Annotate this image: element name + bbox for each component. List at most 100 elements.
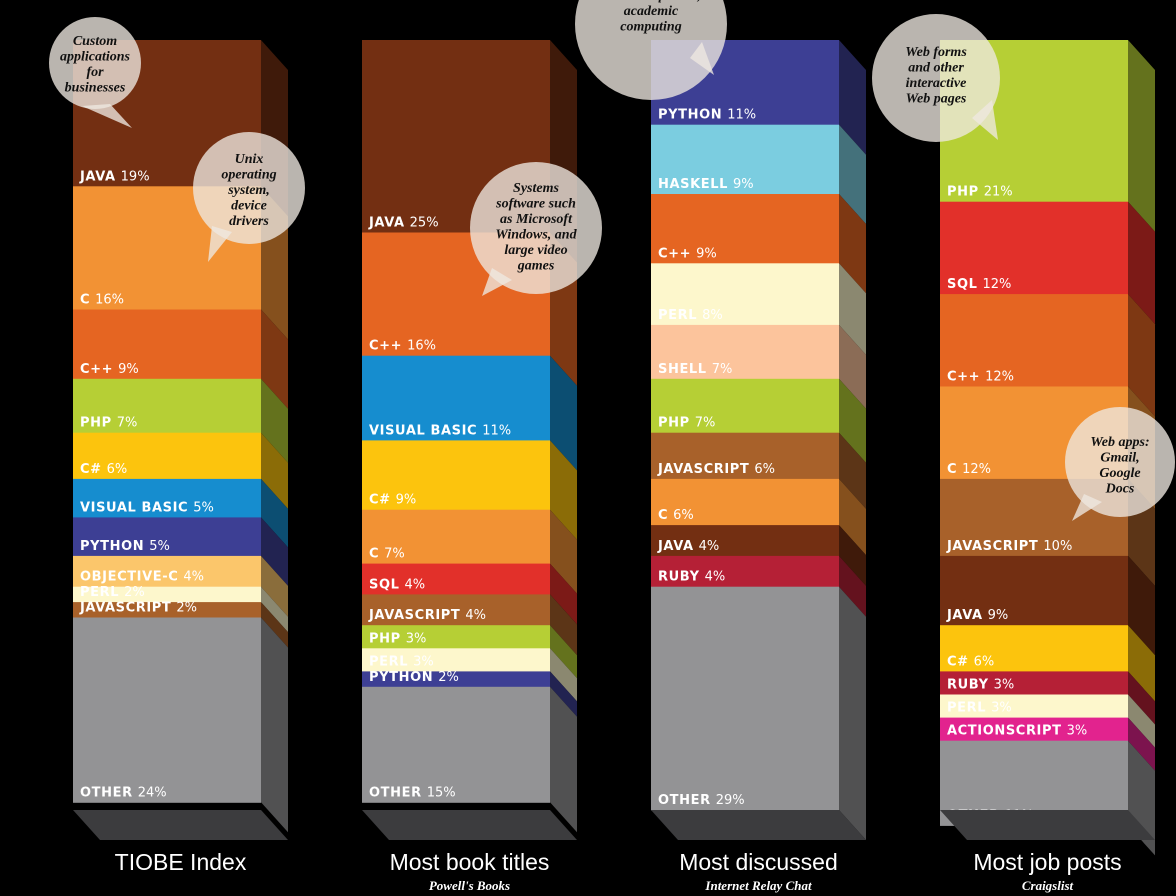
stack-base	[940, 810, 1155, 840]
annotation-line: Gmail,	[1100, 451, 1139, 466]
segment-name: JAVA	[657, 539, 694, 554]
segment-name: VISUAL BASIC	[80, 500, 188, 515]
segment-name: PHP	[658, 416, 690, 431]
segment-label-perl: PERL 3%	[947, 701, 1012, 716]
annotation-line: Custom	[73, 34, 117, 49]
segment-name: C++	[658, 246, 691, 261]
segment-percent: 4%	[405, 577, 426, 592]
bar-segment-c	[362, 509, 550, 565]
stack-most-discussed: PYTHON 11% HASKELL 9% C++ 9% PERL 8% SHELL 7% PHP 7…	[651, 40, 866, 893]
bar-side-objective-c	[261, 555, 288, 617]
segment-percent: 16%	[407, 339, 436, 354]
segment-label-ruby: RUBY 4%	[658, 570, 725, 585]
segment-name: PERL	[658, 308, 697, 323]
segment-percent: 9%	[733, 177, 754, 192]
stack-base	[651, 810, 866, 840]
annotation-line: interactive	[906, 76, 967, 91]
segment-percent: 6%	[673, 508, 694, 523]
bubble-tail	[972, 100, 998, 140]
bar-segment-other	[651, 586, 839, 811]
bar-segment-java	[651, 525, 839, 557]
segment-percent: 7%	[695, 416, 716, 431]
bar-side-python	[839, 40, 866, 155]
segment-name: JAVASCRIPT	[79, 601, 171, 616]
bar-segment-other	[73, 617, 261, 803]
segment-name: PHP	[947, 185, 979, 200]
bar-side-python	[550, 671, 577, 717]
annotation-line: device	[231, 199, 267, 214]
stack-title: Most book titles	[390, 849, 550, 875]
segment-percent: 15%	[427, 785, 456, 800]
bar-segment-other	[362, 686, 550, 803]
segment-percent: 11%	[727, 108, 756, 123]
bubble-circle	[1065, 407, 1175, 517]
segment-percent: 9%	[988, 608, 1009, 623]
annotation-line: games	[517, 259, 555, 274]
annotation-line: academic	[624, 4, 679, 19]
segment-label-ruby: RUBY 3%	[947, 678, 1014, 693]
segment-name: HASKELL	[658, 177, 728, 192]
annotation-text: Custom applications for businesses	[60, 34, 131, 96]
segment-label-actionscript: ACTIONSCRIPT 3%	[947, 724, 1087, 739]
segment-name: JAVASCRIPT	[657, 462, 749, 477]
bar-side-c	[1128, 294, 1155, 417]
bar-side-php	[839, 378, 866, 463]
bar-side-visual-basic	[261, 478, 288, 548]
bar-segment-c	[73, 432, 261, 480]
annotation-line: for	[86, 65, 104, 80]
segment-label-javascript: JAVASCRIPT 10%	[946, 539, 1072, 554]
bubble-tail	[482, 268, 512, 296]
bar-side-other	[550, 686, 577, 833]
segment-percent: 7%	[117, 416, 138, 431]
bar-segment-perl	[73, 586, 261, 603]
bar-side-perl	[550, 648, 577, 702]
stack-title: Most job posts	[973, 849, 1121, 875]
segment-label-visual-basic: VISUAL BASIC 11%	[369, 423, 511, 438]
bubble-circle	[193, 132, 305, 244]
segment-percent: 6%	[974, 654, 995, 669]
segment-percent: 3%	[413, 654, 434, 669]
segment-name: VISUAL BASIC	[369, 423, 477, 438]
annotation-line: businesses	[65, 81, 126, 96]
bar-side-other	[261, 617, 288, 833]
annotation-line: software such	[495, 197, 576, 212]
bar-side-actionscript	[1128, 717, 1155, 771]
bar-segment-perl	[362, 648, 550, 672]
segment-name: JAVA	[368, 216, 405, 231]
bar-side-perl	[261, 586, 288, 633]
segment-label-c: C++ 9%	[658, 246, 717, 261]
bar-segment-c	[651, 194, 839, 264]
annotation-text: development,database queries,academiccom…	[601, 0, 701, 35]
segment-percent: 9%	[696, 246, 717, 261]
bar-segment-python	[362, 671, 550, 688]
bar-segment-ruby	[651, 555, 839, 588]
bar-side-java	[1128, 555, 1155, 656]
bar-side-c	[261, 309, 288, 409]
segment-name: C++	[369, 339, 402, 354]
segment-label-other: OTHER 15%	[369, 785, 456, 800]
bar-segment-actionscript	[940, 717, 1128, 742]
bar-side-other	[839, 586, 866, 840]
bar-side-c	[550, 440, 577, 540]
bar-segment-javascript	[651, 432, 839, 480]
segment-percent: 7%	[384, 547, 405, 562]
segment-label-javascript: JAVASCRIPT 6%	[657, 462, 775, 477]
segment-label-perl: PERL 3%	[369, 654, 434, 669]
segment-percent: 9%	[118, 362, 139, 377]
segment-name: OBJECTIVE-C	[80, 570, 178, 585]
bar-segment-php	[362, 625, 550, 649]
segment-name: PERL	[80, 585, 119, 600]
segment-percent: 2%	[438, 670, 459, 685]
segment-percent: 29%	[716, 793, 745, 808]
segment-name: C++	[80, 362, 113, 377]
annotation-line: Docs	[1105, 482, 1135, 497]
segment-label-c: C++ 12%	[947, 370, 1014, 385]
segment-name: JAVA	[946, 608, 983, 623]
segment-percent: 19%	[121, 169, 150, 184]
stack-subtitle: Powell's Books	[429, 878, 510, 893]
segment-label-c: C# 6%	[947, 654, 994, 669]
segment-label-c: C 7%	[369, 547, 405, 562]
segment-name: PHP	[80, 416, 112, 431]
segment-percent: 3%	[406, 631, 427, 646]
segment-name: PYTHON	[80, 539, 144, 554]
